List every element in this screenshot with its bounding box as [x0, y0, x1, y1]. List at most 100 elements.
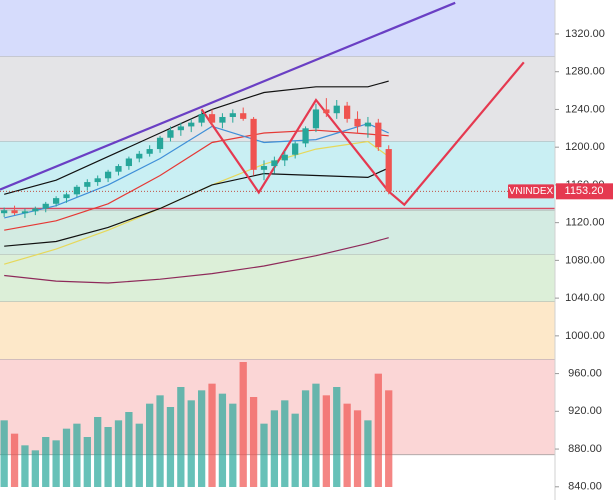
candle-body: [1, 210, 8, 214]
volume-bar: [166, 407, 175, 487]
candle-body: [229, 113, 236, 117]
candle-body: [146, 149, 153, 154]
indicator-line: [0, 1, 456, 191]
candle-body: [385, 149, 392, 192]
candle-body: [156, 137, 164, 150]
volume-bar: [21, 445, 29, 487]
indicator-line: [4, 237, 389, 284]
candle-body: [73, 186, 81, 195]
volume-bar: [239, 362, 247, 487]
y-tick-label: 1240.00: [565, 103, 605, 115]
candle-body: [167, 130, 174, 138]
candle-body: [271, 160, 278, 167]
y-tick-label: 880.00: [568, 443, 602, 455]
zone: [0, 210, 555, 255]
candle-body: [375, 122, 382, 148]
volume-bar: [0, 420, 8, 487]
zone: [0, 301, 555, 360]
volume-bar: [374, 373, 382, 487]
indicator-line: [4, 167, 389, 247]
volume-bar: [208, 383, 216, 487]
candle-body: [333, 105, 340, 114]
y-tick-label: 1120.00: [566, 217, 605, 229]
y-tick-label: 1000.00: [565, 330, 605, 342]
volume-bar: [385, 390, 393, 487]
volume-bar: [333, 387, 341, 487]
zone: [0, 254, 555, 302]
plot-area: [0, 0, 555, 487]
indicator-line: [200, 61, 525, 207]
volume-bar: [146, 403, 154, 487]
volume-bar: [301, 390, 310, 487]
y-tick-label: 960.00: [568, 367, 602, 379]
volume-bar: [312, 383, 320, 487]
volume-bar: [135, 423, 143, 487]
candle-body: [281, 154, 288, 161]
price-box: [556, 183, 613, 200]
candle-body: [42, 203, 49, 209]
candle-body: [63, 194, 70, 199]
volume-bar: [187, 400, 195, 487]
candle-body: [32, 208, 39, 212]
volume-bar: [177, 387, 185, 487]
volume-bar: [125, 412, 133, 487]
candle-body: [136, 153, 143, 159]
y-tick-label: 1080.00: [565, 254, 605, 266]
y-tick-label: 840.00: [568, 481, 602, 493]
volume-bar: [197, 390, 206, 487]
y-tick-label: 1040.00: [565, 292, 605, 304]
price-label: 1153.20: [565, 185, 604, 197]
candle-body: [260, 166, 268, 170]
candle-body: [94, 178, 101, 183]
volume-bar: [249, 397, 258, 487]
volume-bar: [218, 393, 227, 487]
volume-bar: [42, 437, 50, 487]
candle-body: [302, 128, 309, 144]
candle-body: [125, 158, 132, 167]
candle-body: [188, 122, 195, 127]
volume-bar: [62, 428, 71, 487]
candle-body: [84, 182, 91, 187]
candle-body: [21, 211, 29, 214]
volume-bar: [156, 395, 164, 487]
volume-bar: [104, 427, 112, 487]
y-tick-label: 920.00: [568, 405, 602, 417]
volume-bar: [281, 400, 289, 487]
indicator-line: [4, 129, 389, 231]
candle-body: [364, 122, 372, 127]
volume-bar: [31, 450, 39, 487]
candle-body: [354, 118, 361, 127]
volume-bar: [94, 417, 102, 487]
candle-body: [219, 116, 226, 123]
symbol-box: [508, 184, 554, 199]
candle-body: [11, 210, 18, 214]
candle-body: [312, 109, 320, 129]
volume-bar: [260, 423, 268, 487]
volume-bar: [229, 403, 237, 487]
zone: [0, 56, 555, 142]
candle-body: [104, 171, 112, 179]
volume-bar: [343, 403, 351, 487]
candle-body: [240, 113, 247, 119]
candle-body: [250, 118, 257, 170]
candle-body: [115, 166, 122, 172]
volume-bar: [353, 410, 362, 487]
zone: [0, 0, 555, 57]
volume-bar: [114, 420, 123, 487]
candle-body: [292, 143, 299, 155]
volume-bar: [10, 433, 19, 487]
volume-bar: [364, 420, 372, 487]
symbol-label: VNINDEX: [509, 186, 554, 197]
volume-bar: [322, 395, 330, 487]
volume-bar: [270, 410, 279, 487]
zone: [0, 141, 555, 211]
volume-bar: [83, 437, 91, 487]
candle-body: [53, 198, 60, 204]
candle-body: [208, 114, 216, 123]
y-tick-label: 1280.00: [565, 66, 605, 78]
volume-bar: [73, 423, 81, 487]
y-tick-label: 1320.00: [565, 28, 605, 40]
y-tick-label: 1200.00: [565, 141, 605, 153]
indicator-line: [4, 80, 389, 195]
